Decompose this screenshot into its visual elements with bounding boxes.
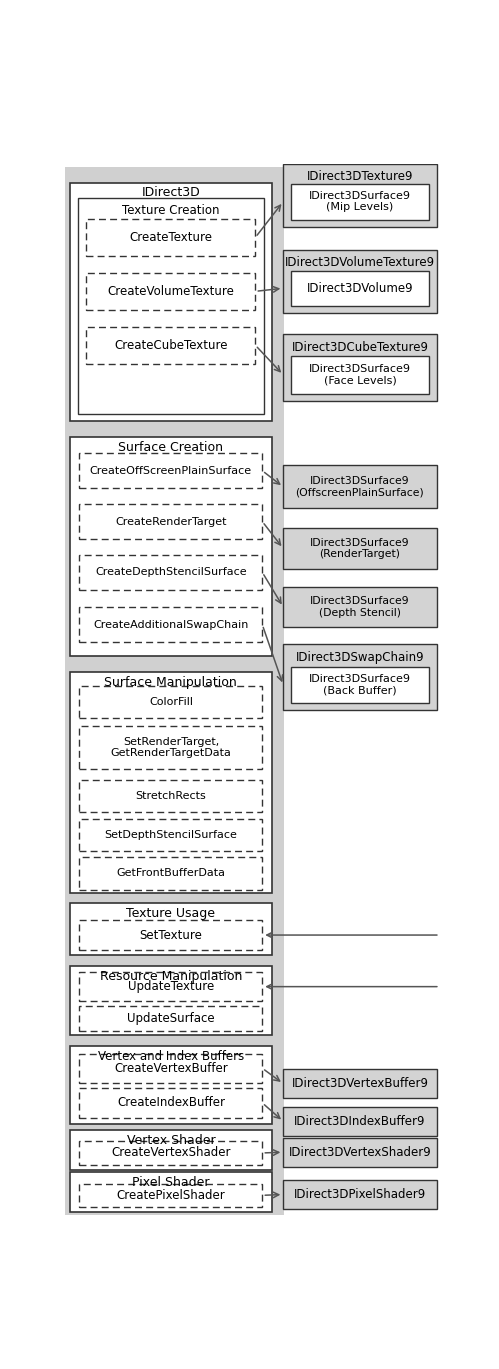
- Text: IDirect3DSwapChain9: IDirect3DSwapChain9: [296, 650, 424, 664]
- Text: IDirect3DSurface9
(Face Levels): IDirect3DSurface9 (Face Levels): [309, 364, 411, 386]
- Text: CreateRenderTarget: CreateRenderTarget: [115, 516, 227, 527]
- Bar: [291, 667, 429, 704]
- Text: Texture Creation: Texture Creation: [122, 204, 220, 216]
- Text: GetFrontBufferData: GetFrontBufferData: [116, 868, 226, 879]
- Bar: [78, 199, 264, 413]
- Text: ColorFill: ColorFill: [149, 697, 193, 706]
- Text: CreateIndexBuffer: CreateIndexBuffer: [117, 1097, 225, 1109]
- Text: Pixel Shader: Pixel Shader: [132, 1176, 210, 1190]
- Bar: [79, 1054, 262, 1083]
- Bar: [79, 1184, 262, 1207]
- Text: IDirect3D: IDirect3D: [142, 186, 200, 200]
- Text: StretchRects: StretchRects: [136, 791, 206, 801]
- Text: Surface Manipulation: Surface Manipulation: [104, 676, 237, 689]
- Bar: [79, 727, 262, 769]
- Text: IDirect3DTexture9: IDirect3DTexture9: [307, 170, 413, 183]
- Bar: [283, 1106, 437, 1136]
- Text: IDirect3DCubeTexture9: IDirect3DCubeTexture9: [291, 341, 429, 355]
- Bar: [283, 1069, 437, 1098]
- Bar: [70, 672, 271, 894]
- Bar: [65, 167, 284, 1216]
- Text: CreateOffScreenPlainSurface: CreateOffScreenPlainSurface: [90, 465, 252, 476]
- Text: IDirect3DVolume9: IDirect3DVolume9: [307, 282, 413, 294]
- Bar: [283, 163, 437, 227]
- Bar: [291, 356, 429, 394]
- Text: SetTexture: SetTexture: [139, 928, 202, 942]
- Bar: [70, 967, 271, 1035]
- Text: CreateVertexShader: CreateVertexShader: [111, 1146, 231, 1160]
- Bar: [79, 453, 262, 489]
- Bar: [283, 1138, 437, 1166]
- Bar: [70, 902, 271, 956]
- Bar: [86, 327, 255, 364]
- Bar: [283, 249, 437, 314]
- Text: Resource Manipulation: Resource Manipulation: [100, 971, 242, 983]
- Text: IDirect3DVertexBuffer9: IDirect3DVertexBuffer9: [291, 1077, 429, 1090]
- Bar: [283, 528, 437, 568]
- Bar: [79, 972, 262, 1001]
- Text: IDirect3DVertexShader9: IDirect3DVertexShader9: [288, 1146, 431, 1158]
- Text: SetDepthStencilSurface: SetDepthStencilSurface: [104, 830, 238, 841]
- Text: CreateCubeTexture: CreateCubeTexture: [114, 338, 228, 352]
- Bar: [79, 1088, 262, 1117]
- Bar: [291, 183, 429, 219]
- Text: CreateTexture: CreateTexture: [129, 231, 213, 244]
- Text: Vertex and Index Buffers: Vertex and Index Buffers: [98, 1050, 244, 1064]
- Bar: [283, 465, 437, 508]
- Text: Vertex Shader: Vertex Shader: [127, 1134, 215, 1147]
- Bar: [283, 334, 437, 401]
- Text: CreatePixelShader: CreatePixelShader: [116, 1188, 225, 1202]
- Bar: [86, 219, 255, 256]
- Text: CreateVolumeTexture: CreateVolumeTexture: [107, 285, 235, 298]
- Text: IDirect3DPixelShader9: IDirect3DPixelShader9: [294, 1188, 426, 1201]
- Bar: [79, 686, 262, 717]
- Bar: [70, 1129, 271, 1170]
- Text: UpdateSurface: UpdateSurface: [127, 1012, 215, 1025]
- Bar: [79, 819, 262, 852]
- Bar: [283, 643, 437, 711]
- Bar: [79, 920, 262, 950]
- Text: IDirect3DVolumeTexture9: IDirect3DVolumeTexture9: [285, 256, 435, 270]
- Text: CreateVertexBuffer: CreateVertexBuffer: [114, 1062, 228, 1075]
- Text: Surface Creation: Surface Creation: [118, 441, 224, 455]
- Text: IDirect3DSurface9
(Mip Levels): IDirect3DSurface9 (Mip Levels): [309, 190, 411, 212]
- Bar: [283, 1180, 437, 1209]
- Text: CreateAdditionalSwapChain: CreateAdditionalSwapChain: [93, 620, 249, 630]
- Bar: [283, 587, 437, 627]
- Text: CreateDepthStencilSurface: CreateDepthStencilSurface: [95, 567, 247, 578]
- Bar: [79, 1142, 262, 1165]
- Text: Texture Usage: Texture Usage: [126, 908, 216, 920]
- Bar: [86, 272, 255, 309]
- Text: SetRenderTarget,
GetRenderTargetData: SetRenderTarget, GetRenderTargetData: [110, 737, 232, 758]
- Bar: [79, 606, 262, 642]
- Bar: [70, 1172, 271, 1213]
- Bar: [70, 1046, 271, 1124]
- Bar: [79, 857, 262, 890]
- Bar: [291, 271, 429, 305]
- Bar: [70, 182, 271, 422]
- Bar: [79, 554, 262, 590]
- Text: IDirect3DSurface9
(RenderTarget): IDirect3DSurface9 (RenderTarget): [310, 538, 410, 560]
- Bar: [79, 504, 262, 539]
- Text: IDirect3DSurface9
(OffscreenPlainSurface): IDirect3DSurface9 (OffscreenPlainSurface…: [295, 476, 424, 498]
- Text: UpdateTexture: UpdateTexture: [128, 980, 214, 993]
- Bar: [79, 779, 262, 812]
- Text: IDirect3DSurface9
(Depth Stencil): IDirect3DSurface9 (Depth Stencil): [310, 597, 410, 617]
- Bar: [70, 437, 271, 656]
- Text: IDirect3DIndexBuffer9: IDirect3DIndexBuffer9: [294, 1114, 426, 1128]
- Bar: [79, 1006, 262, 1031]
- Text: IDirect3DSurface9
(Back Buffer): IDirect3DSurface9 (Back Buffer): [309, 675, 411, 695]
